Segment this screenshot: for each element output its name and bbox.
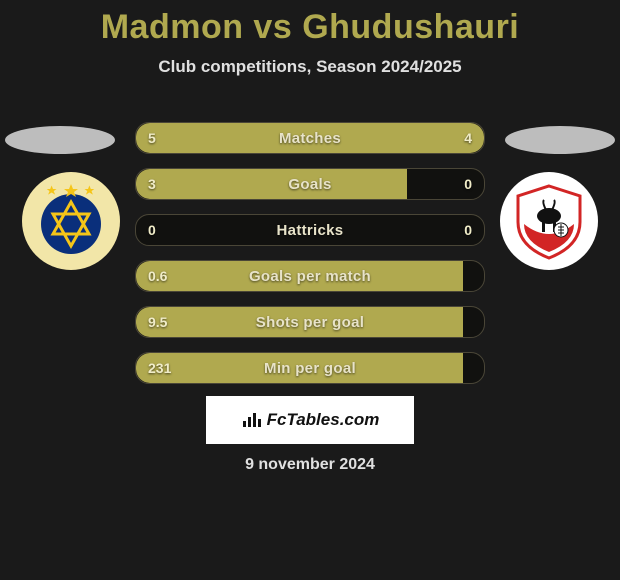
bar-min-per-goal: 231 Min per goal	[135, 352, 485, 384]
player-shadow-left	[5, 126, 115, 154]
player-shadow-right	[505, 126, 615, 154]
val-right: 4	[464, 123, 472, 153]
brand-text: FcTables.com	[267, 410, 380, 430]
bar-label: Shots per goal	[136, 307, 484, 337]
bar-hattricks: 0 Hattricks 0	[135, 214, 485, 246]
stat-bars: 5 Matches 4 3 Goals 0 0 Hattricks 0 0.6 …	[135, 122, 485, 398]
bar-label: Hattricks	[136, 215, 484, 245]
bar-matches: 5 Matches 4	[135, 122, 485, 154]
bar-label: Goals	[136, 169, 484, 199]
bar-label: Min per goal	[136, 353, 484, 383]
subtitle: Club competitions, Season 2024/2025	[0, 57, 620, 77]
bar-shots-per-goal: 9.5 Shots per goal	[135, 306, 485, 338]
maccabi-icon	[32, 182, 110, 260]
page-title: Madmon vs Ghudushauri	[0, 0, 620, 47]
sakhnin-icon	[508, 180, 590, 262]
bar-goals-per-match: 0.6 Goals per match	[135, 260, 485, 292]
club-badge-left	[22, 172, 120, 270]
bar-label: Matches	[136, 123, 484, 153]
bar-goals: 3 Goals 0	[135, 168, 485, 200]
val-right: 0	[464, 215, 472, 245]
bar-label: Goals per match	[136, 261, 484, 291]
date-label: 9 november 2024	[0, 456, 620, 474]
bars-icon	[241, 411, 263, 429]
val-right: 0	[464, 169, 472, 199]
club-badge-right	[500, 172, 598, 270]
brand-logo: FcTables.com	[206, 396, 414, 444]
